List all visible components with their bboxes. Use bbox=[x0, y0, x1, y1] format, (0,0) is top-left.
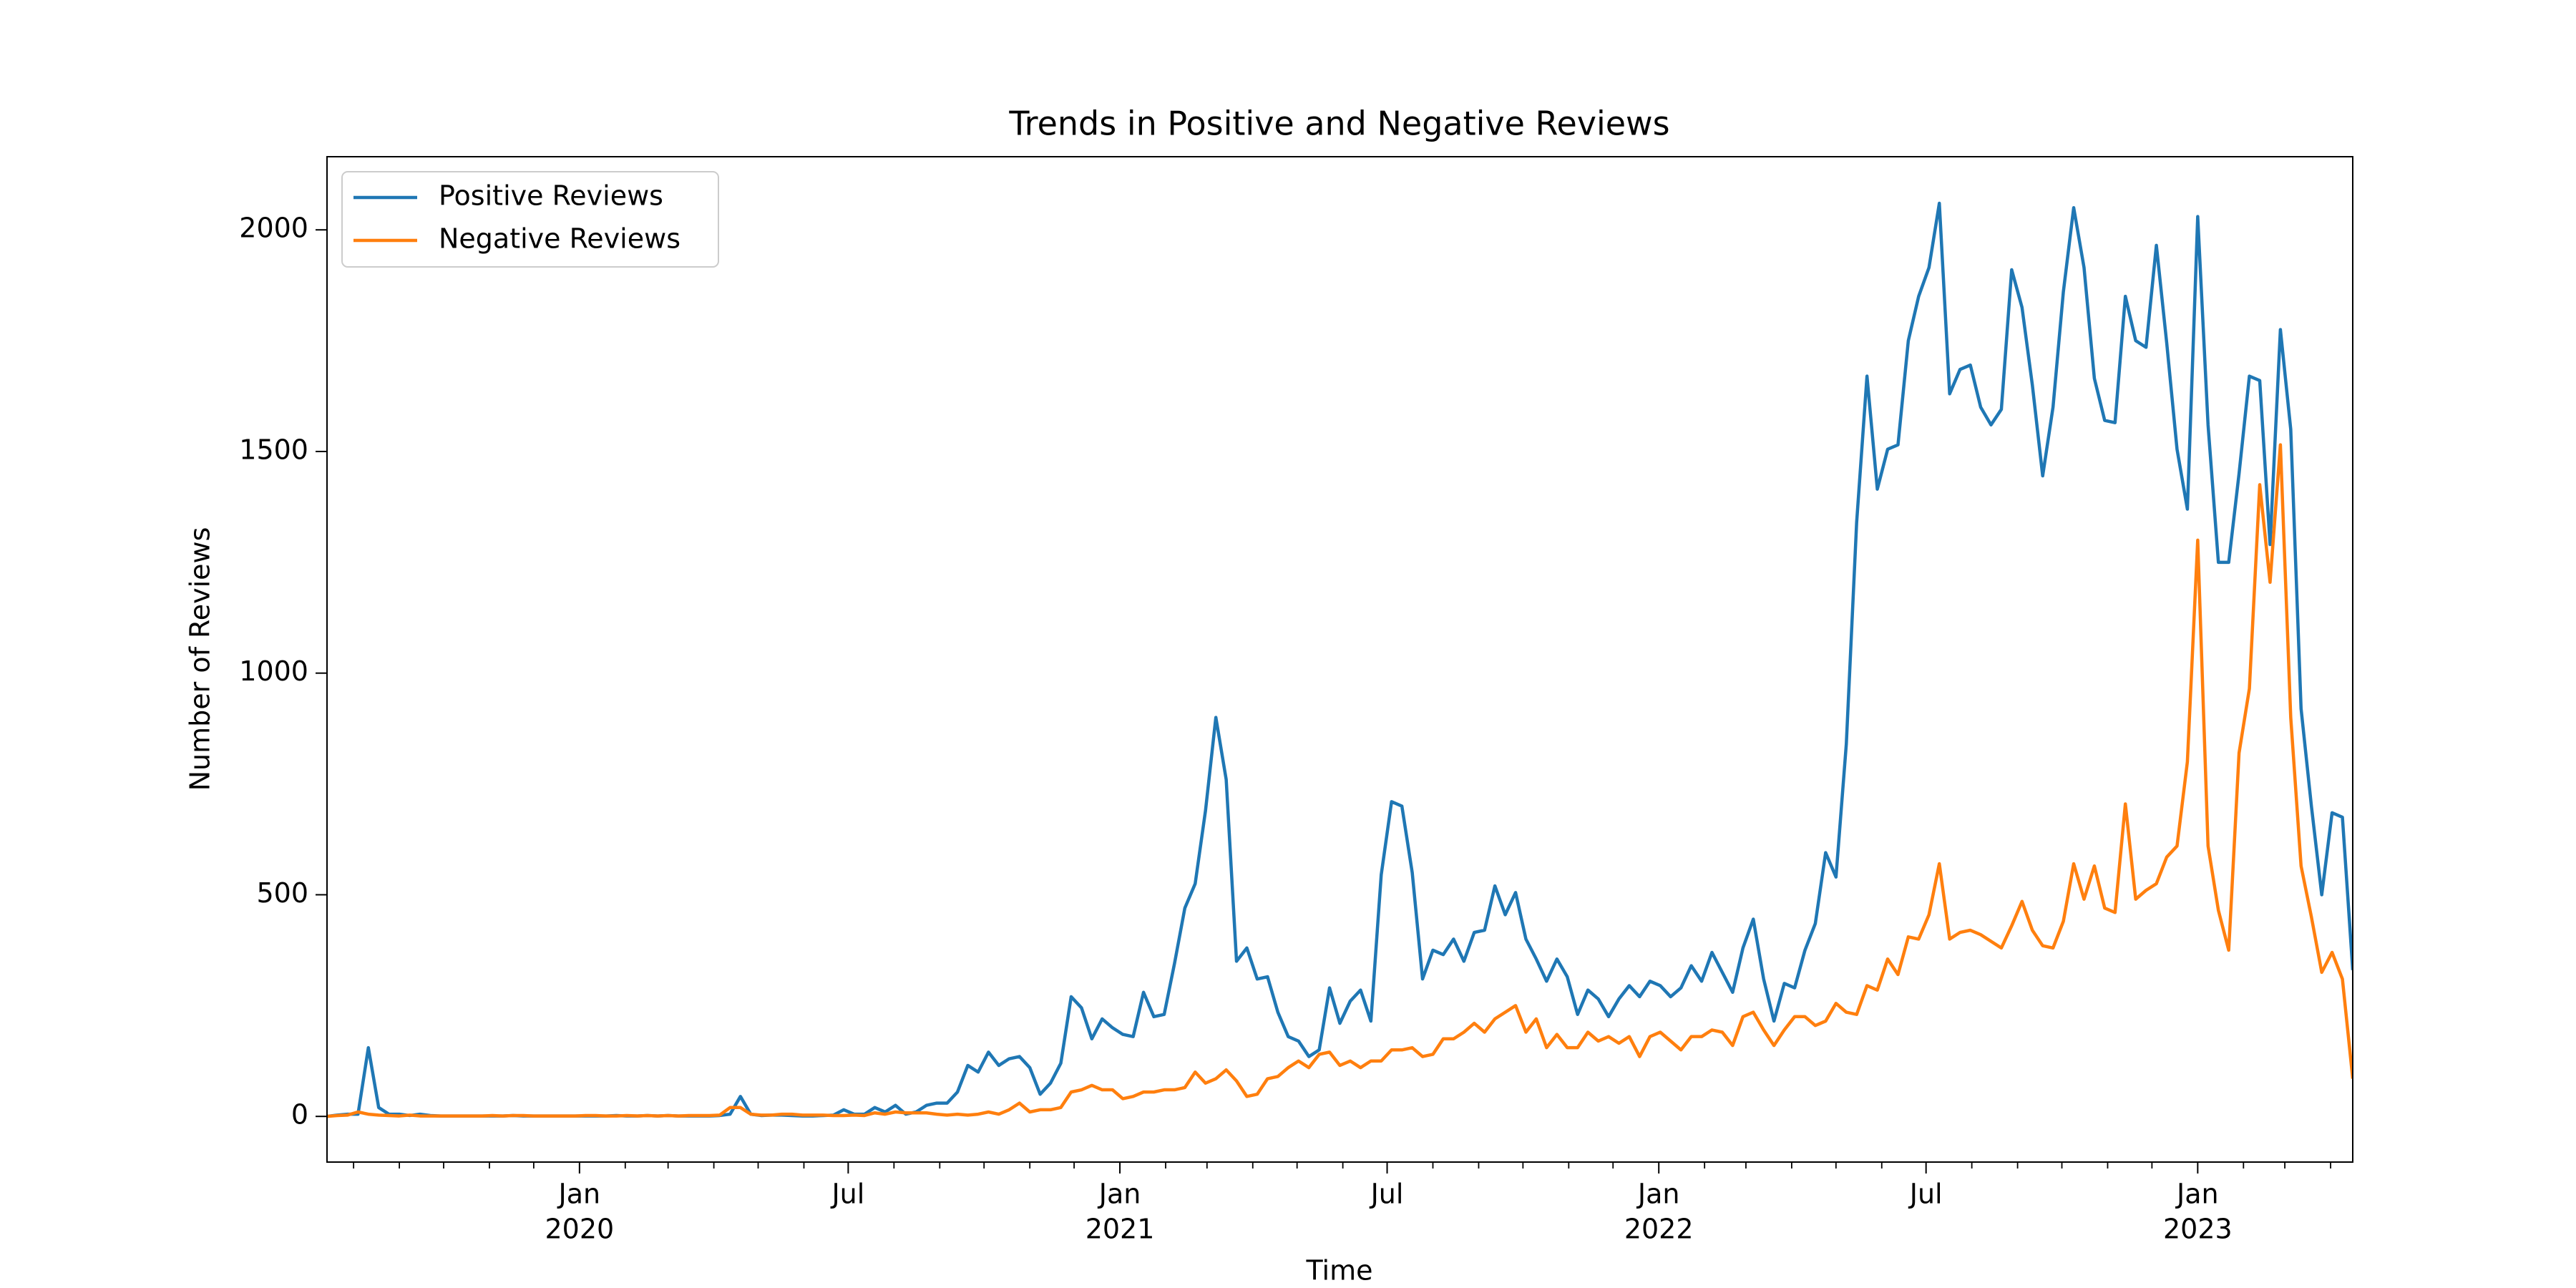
y-tick-label: 500 bbox=[256, 877, 308, 909]
x-tick-label: Jan bbox=[557, 1179, 601, 1210]
x-tick-label: Jul bbox=[1908, 1179, 1943, 1210]
x-tick-label: Jul bbox=[1370, 1179, 1404, 1210]
y-axis-label: Number of Reviews bbox=[185, 527, 216, 791]
chart-title: Trends in Positive and Negative Reviews bbox=[1008, 104, 1669, 143]
y-tick-label: 2000 bbox=[239, 213, 308, 244]
x-tick-label: Jan bbox=[1098, 1179, 1141, 1210]
x-axis-label: Time bbox=[1306, 1255, 1373, 1287]
y-tick-label: 1000 bbox=[239, 655, 308, 687]
x-tick-label: Jul bbox=[830, 1179, 864, 1210]
x-tick-label: 2022 bbox=[1624, 1214, 1694, 1245]
data-line bbox=[327, 443, 2353, 1118]
y-tick-label: 1500 bbox=[239, 434, 308, 465]
x-tick-label: 2021 bbox=[1085, 1214, 1155, 1245]
x-tick-label: Jan bbox=[2175, 1179, 2219, 1210]
x-tick-label: Jan bbox=[1636, 1179, 1680, 1210]
x-tick-label: 2023 bbox=[2163, 1214, 2233, 1245]
legend-box bbox=[341, 171, 719, 268]
legend-label: Positive Reviews bbox=[439, 180, 663, 212]
y-tick-label: 0 bbox=[291, 1099, 308, 1131]
plot-frame bbox=[326, 156, 2353, 1163]
x-tick-label: 2020 bbox=[545, 1214, 614, 1245]
plot-area bbox=[327, 201, 2353, 1118]
legend-label: Negative Reviews bbox=[439, 223, 680, 255]
